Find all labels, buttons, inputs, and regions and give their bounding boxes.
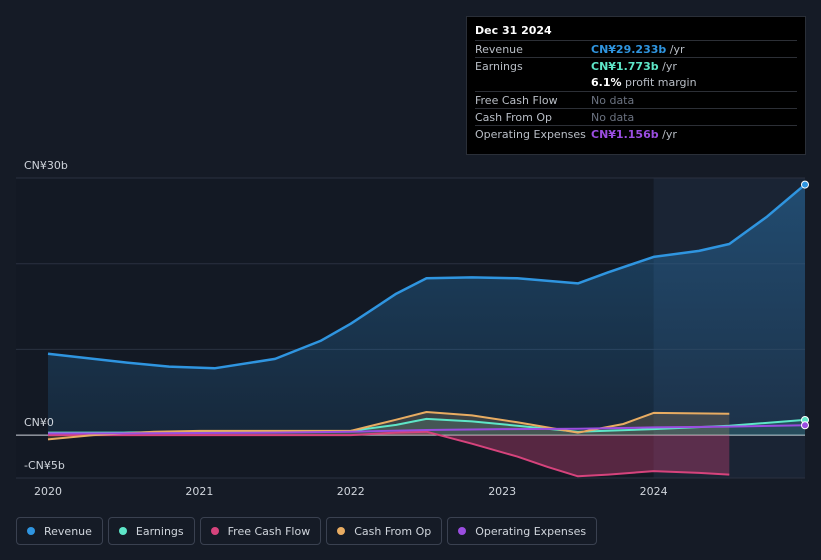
tooltip-row-earnings: Earnings CN¥1.773b /yr: [475, 57, 797, 74]
tooltip-unit-earnings: /yr: [662, 59, 677, 73]
revenue-end-point: [801, 180, 809, 189]
tooltip-label-cfo: Cash From Op: [475, 110, 553, 124]
x-tick-label-2023: 2023: [488, 485, 516, 498]
legend-item-revenue[interactable]: Revenue: [16, 517, 103, 545]
legend-dot-revenue: [27, 527, 35, 535]
y-tick-label-zero: CN¥0: [24, 416, 54, 429]
tooltip-label-fcf: Free Cash Flow: [475, 93, 558, 107]
tooltip-unit-revenue: /yr: [669, 42, 685, 56]
legend-label-earnings: Earnings: [135, 524, 184, 538]
tooltip-value-revenue: CN¥29.233b: [591, 42, 667, 56]
legend-dot-earnings: [118, 527, 127, 535]
tooltip-label-revenue: Revenue: [475, 42, 523, 56]
tooltip-label-opex: Operating Expenses: [475, 127, 586, 141]
tooltip-value-cfo: No data: [591, 110, 635, 124]
tooltip-row-revenue: Revenue CN¥29.233b /yr: [475, 40, 797, 57]
tooltip-unit-margin: profit margin: [625, 76, 697, 89]
tooltip-row-fcf: Free Cash Flow No data: [475, 91, 797, 108]
y-tick-label-bottom: -CN¥5b: [24, 459, 65, 472]
x-tick-label-2021: 2021: [185, 485, 213, 498]
legend-dot-cash-from-op: [337, 527, 346, 535]
tooltip-label-earnings: Earnings: [475, 59, 523, 73]
revenue-area: [48, 184, 805, 436]
legend: Revenue Earnings Free Cash Flow Cash Fro…: [16, 517, 598, 545]
tooltip-value-fcf: No data: [591, 93, 635, 107]
tooltip-panel: Dec 31 2024 Revenue CN¥29.233b /yr Earni…: [466, 16, 806, 155]
x-tick-label-2020: 2020: [34, 485, 62, 498]
revenue-line: [47, 183, 806, 370]
operating-expenses-end-point: [801, 421, 809, 430]
legend-label-cash-from-op: Cash From Op: [354, 524, 432, 538]
x-tick-label-2022: 2022: [337, 485, 365, 498]
tooltip-row-opex: Operating Expenses CN¥1.156b /yr: [475, 125, 797, 142]
legend-label-free-cash-flow: Free Cash Flow: [227, 524, 311, 538]
legend-item-cash-from-op[interactable]: Cash From Op: [326, 517, 443, 545]
legend-dot-free-cash-flow: [210, 527, 219, 535]
tooltip-value-earnings: CN¥1.773b: [591, 59, 659, 73]
x-tick-label-2024: 2024: [640, 485, 668, 498]
legend-item-free-cash-flow[interactable]: Free Cash Flow: [199, 517, 322, 545]
free-cash-flow-area: [48, 431, 730, 477]
tooltip-value-opex: CN¥1.156b: [591, 127, 659, 141]
tooltip-value-margin: 6.1%: [591, 76, 622, 89]
legend-item-earnings[interactable]: Earnings: [107, 517, 195, 545]
y-tick-label-top: CN¥30b: [24, 159, 68, 172]
operating-expenses-line: [48, 424, 806, 435]
free-cash-flow-line: [48, 430, 730, 478]
tooltip-date: Dec 31 2024: [475, 24, 552, 37]
legend-label-revenue: Revenue: [44, 524, 92, 538]
tooltip-row-cfo: Cash From Op No data: [475, 108, 797, 125]
tooltip-row-margin: 6.1% profit margin: [475, 74, 797, 91]
tooltip-unit-opex: /yr: [662, 127, 677, 141]
cash-from-op-line: [47, 411, 730, 441]
legend-label-operating-expenses: Operating Expenses: [475, 524, 587, 538]
legend-item-operating-expenses[interactable]: Operating Expenses: [447, 517, 598, 545]
legend-dot-operating-expenses: [458, 527, 467, 535]
